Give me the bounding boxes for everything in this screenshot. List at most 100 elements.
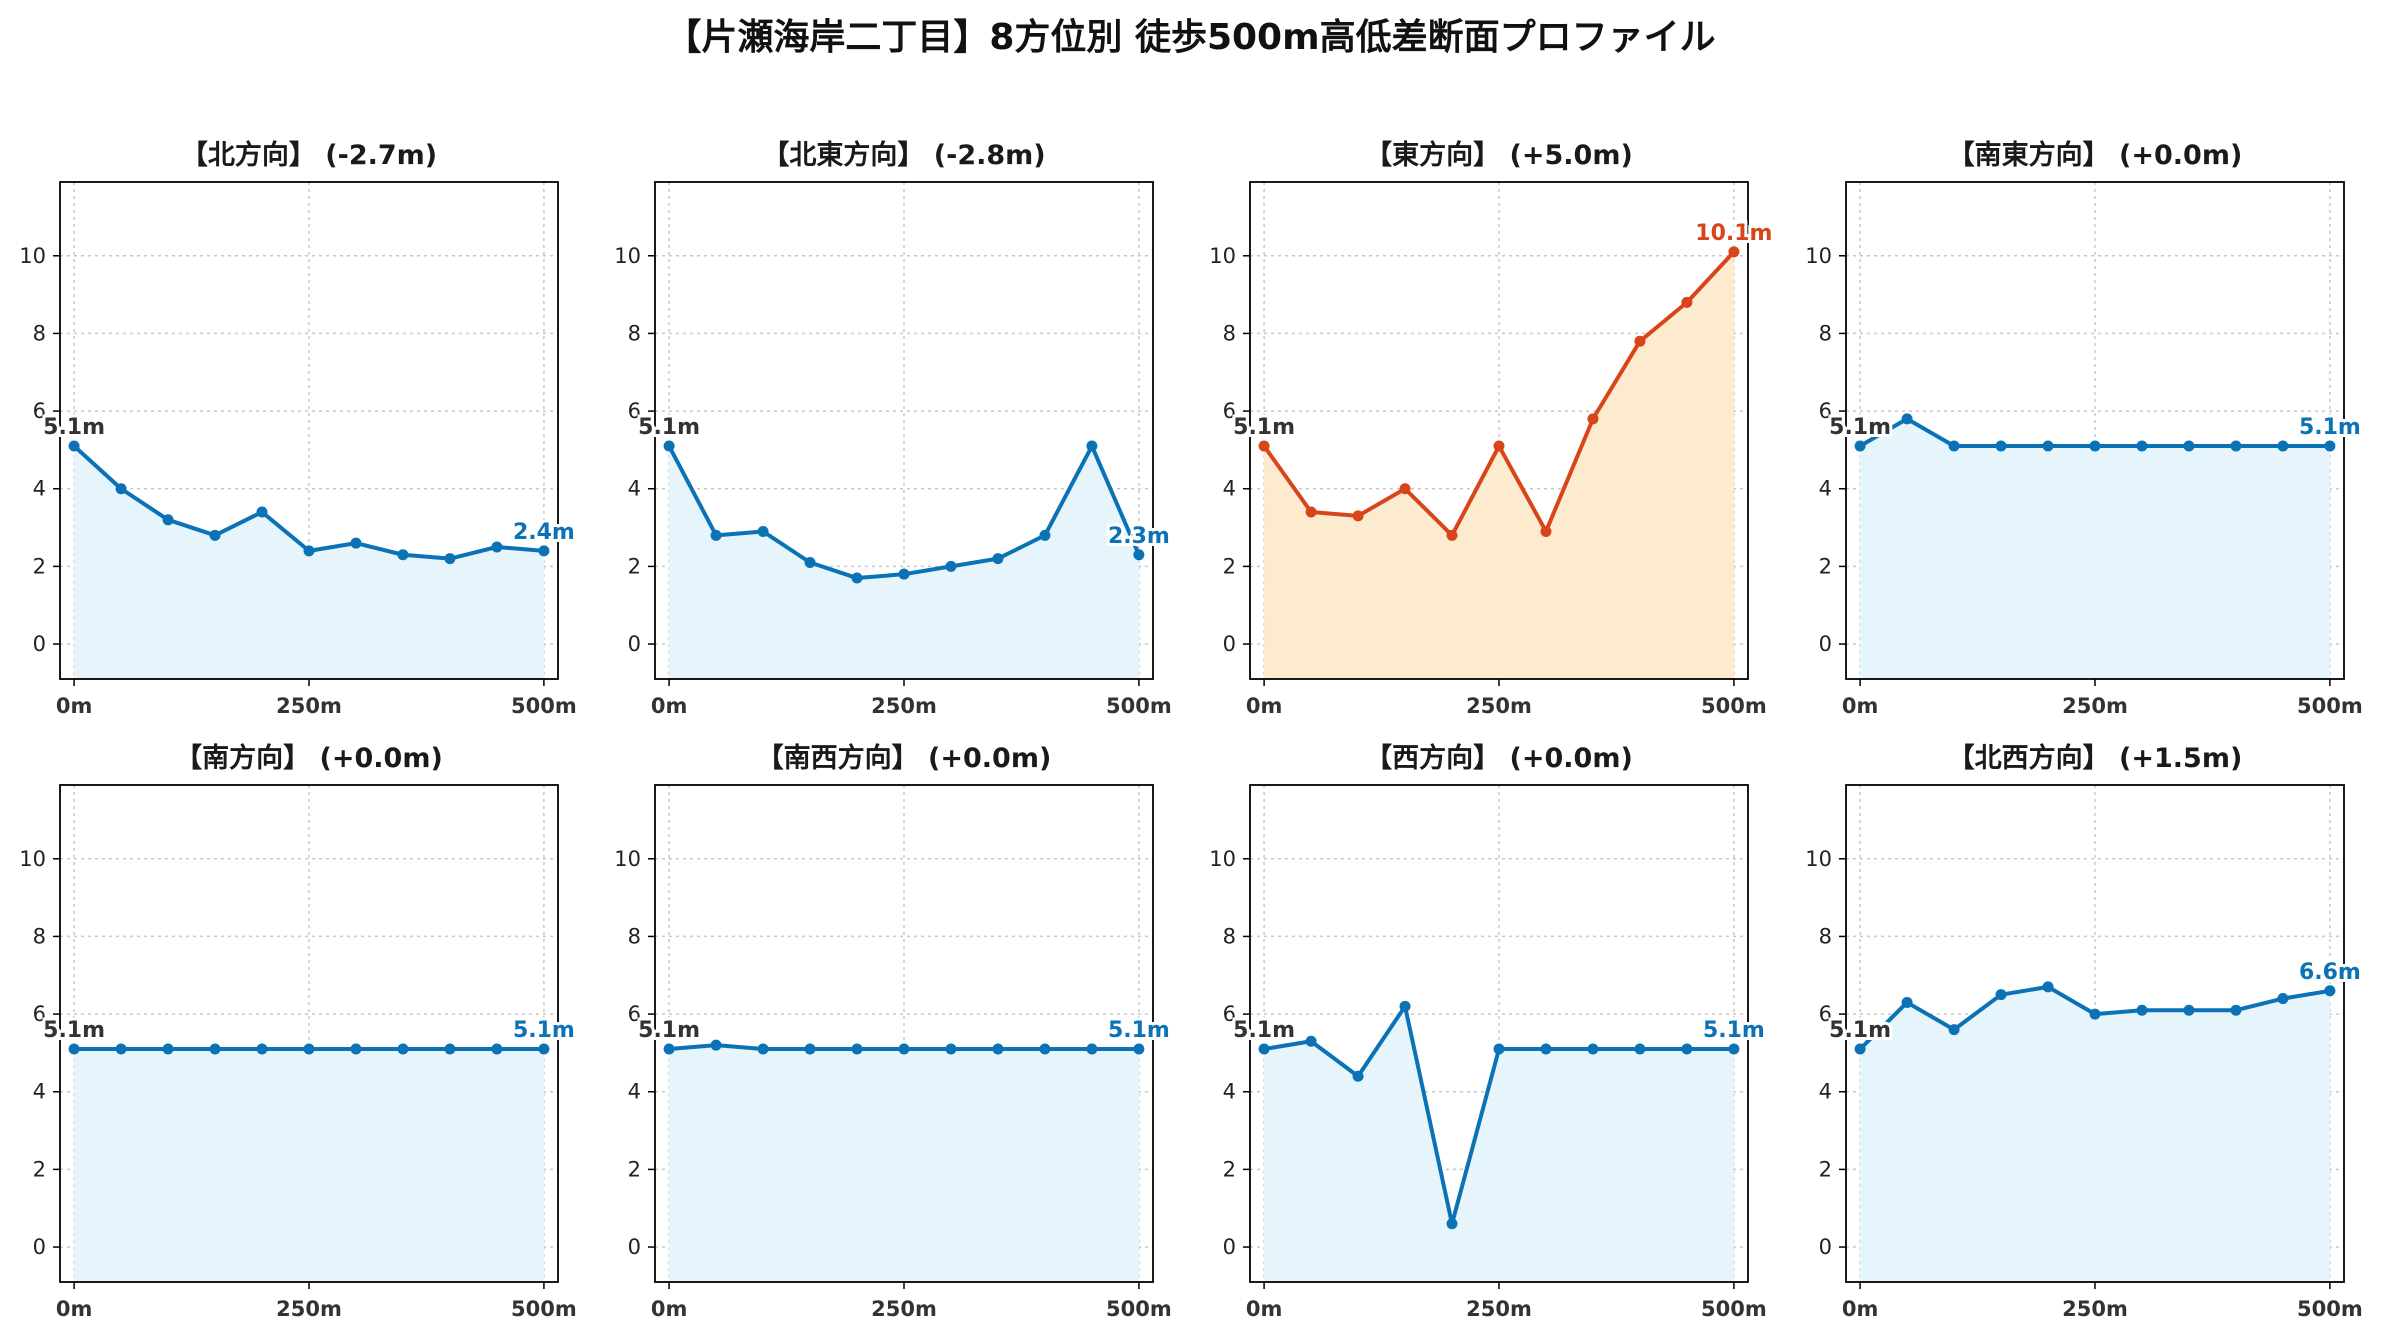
y-tick-label: 8 — [33, 321, 46, 345]
data-point — [1446, 529, 1458, 541]
data-point — [2183, 1004, 2195, 1016]
y-tick-label: 2 — [33, 1157, 46, 1181]
x-tick-label: 250m — [1466, 1297, 1532, 1321]
end-value-label: 5.1m — [1703, 1018, 1765, 1043]
data-point — [162, 514, 174, 526]
y-tick-label: 2 — [628, 554, 641, 578]
data-point — [804, 557, 816, 569]
y-tick-label: 0 — [33, 632, 46, 656]
data-point — [1948, 1024, 1960, 1036]
data-point — [992, 1043, 1004, 1055]
start-value-label: 5.1m — [43, 1018, 105, 1043]
y-tick-label: 6 — [1819, 399, 1832, 423]
y-tick-label: 6 — [628, 399, 641, 423]
data-point — [303, 1043, 315, 1055]
y-tick-label: 10 — [614, 244, 641, 268]
data-point — [2277, 440, 2289, 452]
y-tick-label: 6 — [1819, 1002, 1832, 1026]
x-tick-label: 0m — [56, 1297, 93, 1321]
subplot-6: 【西方向】 (+0.0m) 0 2 4 6 8 10 0m 250m 500m 5.1m 5.1m — [1209, 742, 1768, 1321]
y-tick-label: 4 — [1819, 477, 1832, 501]
y-tick-label: 8 — [33, 924, 46, 948]
y-tick-label: 10 — [1209, 847, 1236, 871]
y-tick-label: 8 — [1223, 321, 1236, 345]
start-value-label: 5.1m — [1829, 1018, 1891, 1043]
data-point — [1133, 1043, 1145, 1055]
subplot-title: 【南方向】 (+0.0m) — [175, 742, 443, 774]
y-tick-label: 10 — [1209, 244, 1236, 268]
series-area — [74, 446, 544, 679]
series-area — [1860, 418, 2330, 679]
data-point — [1352, 510, 1364, 522]
data-point — [1587, 413, 1599, 425]
data-point — [2136, 440, 2148, 452]
data-point — [209, 1043, 221, 1055]
x-tick-label: 500m — [1701, 694, 1767, 718]
data-point — [1086, 1043, 1098, 1055]
data-point — [1728, 246, 1740, 258]
x-tick-label: 250m — [276, 694, 342, 718]
data-point — [2324, 985, 2336, 997]
x-tick-label: 0m — [651, 1297, 688, 1321]
data-point — [538, 545, 550, 557]
data-point — [663, 440, 675, 452]
figure-title: 【片瀬海岸二丁目】8方位別 徒歩500m高低差断面プロファイル — [665, 17, 1716, 58]
y-tick-label: 0 — [628, 1235, 641, 1259]
subplot-title: 【東方向】 (+5.0m) — [1365, 139, 1633, 171]
y-tick-label: 8 — [1223, 924, 1236, 948]
data-point — [350, 537, 362, 549]
y-tick-label: 2 — [1223, 1157, 1236, 1181]
data-point — [945, 1043, 957, 1055]
x-tick-label: 250m — [276, 1297, 342, 1321]
end-value-label: 6.6m — [2299, 960, 2361, 985]
data-point — [397, 549, 409, 561]
data-point — [757, 525, 769, 537]
subplot-title: 【南東方向】 (+0.0m) — [1948, 139, 2243, 171]
subplot-0: 【北方向】 (-2.7m) 0 2 4 6 8 10 0m 250m 500m 5.1m 2.4m — [19, 139, 578, 718]
series-area — [669, 1045, 1139, 1282]
data-point — [2230, 1004, 2242, 1016]
data-point — [115, 483, 127, 495]
subplot-3: 【南東方向】 (+0.0m) 0 2 4 6 8 10 0m 250m 500m 5.1m 5.1m — [1805, 139, 2364, 718]
x-tick-label: 0m — [1842, 1297, 1879, 1321]
data-point — [851, 1043, 863, 1055]
subplot-7: 【北西方向】 (+1.5m) 0 2 4 6 8 10 0m 250m 500m 5.1m 6.6m — [1805, 742, 2364, 1321]
data-point — [710, 529, 722, 541]
data-point — [444, 1043, 456, 1055]
x-tick-label: 500m — [2297, 1297, 2363, 1321]
y-tick-label: 4 — [33, 1080, 46, 1104]
data-point — [491, 1043, 503, 1055]
y-tick-label: 6 — [628, 1002, 641, 1026]
y-tick-label: 4 — [628, 477, 641, 501]
x-tick-label: 250m — [871, 694, 937, 718]
subplot-title: 【北東方向】 (-2.8m) — [762, 139, 1045, 171]
x-tick-label: 250m — [2062, 694, 2128, 718]
subplot-title: 【北西方向】 (+1.5m) — [1948, 742, 2243, 774]
y-tick-label: 0 — [1223, 632, 1236, 656]
end-value-label: 2.3m — [1108, 524, 1170, 549]
data-point — [1681, 296, 1693, 308]
data-point — [804, 1043, 816, 1055]
data-point — [898, 1043, 910, 1055]
series-area — [1264, 251, 1734, 679]
start-value-label: 5.1m — [638, 415, 700, 440]
data-point — [491, 541, 503, 553]
data-point — [1086, 440, 1098, 452]
data-point — [1399, 1000, 1411, 1012]
data-point — [2324, 440, 2336, 452]
data-point — [1540, 525, 1552, 537]
data-point — [68, 440, 80, 452]
subplot-title: 【北方向】 (-2.7m) — [181, 139, 437, 171]
x-tick-label: 500m — [511, 694, 577, 718]
y-tick-label: 10 — [1805, 847, 1832, 871]
data-point — [1305, 506, 1317, 518]
data-point — [1634, 335, 1646, 347]
x-tick-label: 500m — [2297, 694, 2363, 718]
y-tick-label: 6 — [33, 399, 46, 423]
data-point — [1493, 1043, 1505, 1055]
data-point — [1901, 413, 1913, 425]
data-point — [1258, 440, 1270, 452]
y-tick-label: 10 — [19, 244, 46, 268]
y-tick-label: 0 — [1223, 1235, 1236, 1259]
x-tick-label: 250m — [1466, 694, 1532, 718]
